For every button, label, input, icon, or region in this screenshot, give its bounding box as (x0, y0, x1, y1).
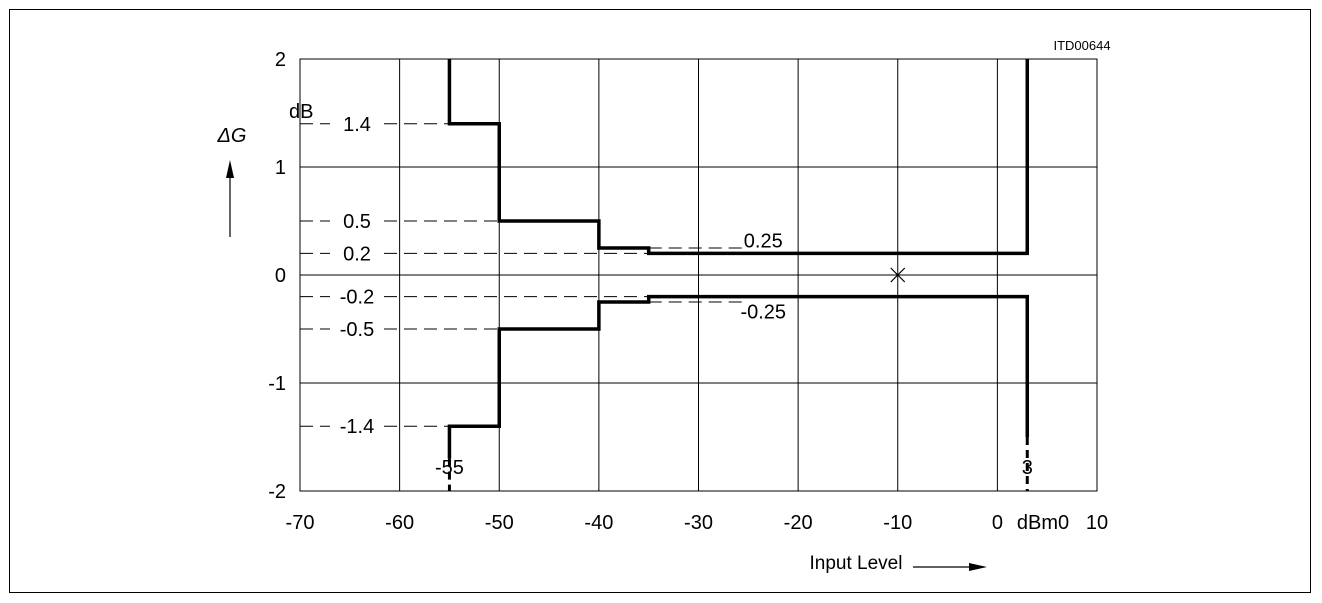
y-tick-label: 1 (275, 157, 286, 179)
lower-limit-line (447, 294, 1030, 459)
y-unit-label: dB (289, 101, 313, 123)
reference-level-label: -1.4 (340, 416, 374, 438)
x-unit-label: dBm0 (1017, 512, 1069, 534)
chart-frame (9, 9, 1311, 593)
x-tick-label: -60 (385, 512, 414, 534)
reference-level-label: -0.2 (340, 287, 374, 309)
y-tick-label: 2 (275, 49, 286, 71)
doc-id: ITD00644 (1053, 38, 1110, 53)
y-tick-label: 0 (275, 265, 286, 287)
reference-point-marker (890, 267, 906, 283)
annotation-label: 0.25 (744, 230, 783, 252)
x-tick-label: -40 (584, 512, 613, 534)
reference-dashes (300, 123, 1029, 491)
x-tick-label: -10 (883, 512, 912, 534)
y-tick-label: -1 (268, 373, 286, 395)
tolerance-mask (447, 59, 1030, 459)
labels: ITD00644 ΔG dB Input Level dBm0 -70 -60 -5… (217, 38, 1111, 574)
x-arrow-head (969, 563, 987, 571)
reference-level-label: 0.2 (343, 243, 371, 265)
annotation-label: 3 (1022, 457, 1033, 479)
x-tick-label: 0 (992, 512, 1003, 534)
y-axis-label: ΔG (217, 125, 247, 147)
x-tick-label: 10 (1086, 512, 1108, 534)
annotation-label: -55 (435, 457, 464, 479)
x-tick-label: -50 (485, 512, 514, 534)
axis-arrows (226, 160, 987, 571)
reference-level-label: -0.5 (340, 319, 374, 341)
x-axis-label: Input Level (810, 553, 903, 574)
x-tick-label: -70 (286, 512, 315, 534)
annotation-label: -0.25 (740, 302, 786, 324)
reference-level-label: 0.5 (343, 211, 371, 233)
y-arrow-head (226, 160, 234, 178)
y-tick-label: -2 (268, 481, 286, 503)
x-tick-label: -20 (784, 512, 813, 534)
reference-level-label: 1.4 (343, 114, 371, 136)
grid (299, 58, 1098, 492)
upper-limit-line (447, 59, 1030, 256)
x-tick-label: -30 (684, 512, 713, 534)
